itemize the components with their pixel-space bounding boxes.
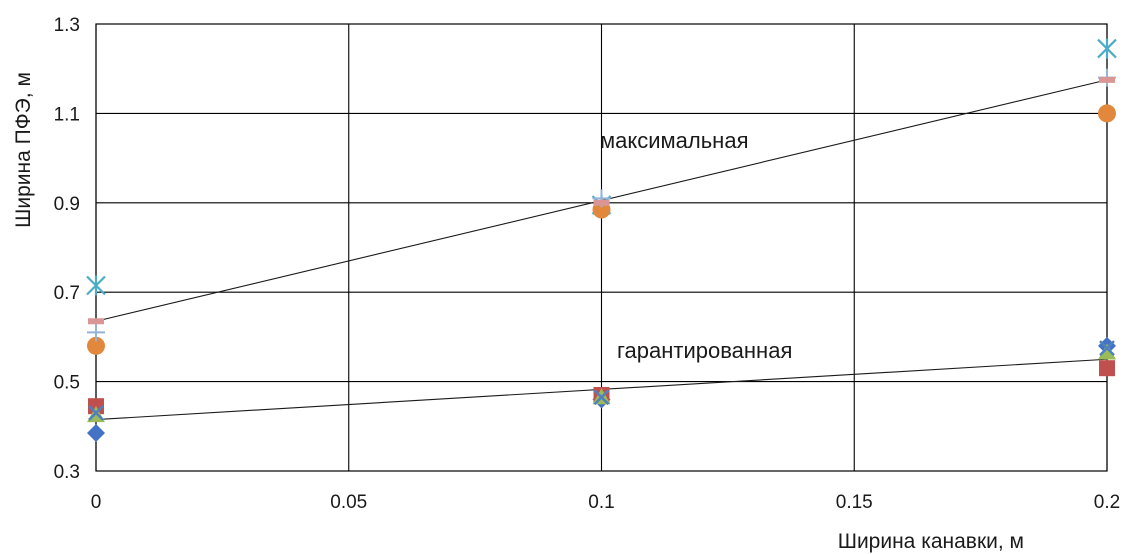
- data-point-plus: [87, 323, 105, 342]
- data-point-circle: [87, 336, 105, 355]
- data-point-star: [86, 275, 106, 296]
- data-point-dash: [593, 199, 610, 206]
- y-tick-label: 1.1: [54, 104, 80, 125]
- data-point-triangle: [1098, 343, 1116, 360]
- x-tick-label: 0.05: [330, 492, 367, 513]
- x-tick-label: 0.1: [588, 492, 614, 513]
- annotation-maximal: максимальная: [600, 128, 748, 153]
- data-point-star: [1097, 38, 1117, 59]
- data-point-circle: [1098, 104, 1116, 123]
- data-point-x: [593, 389, 610, 406]
- data-point-dash: [88, 318, 104, 325]
- data-point-dash: [1099, 76, 1115, 83]
- gridlines: [95, 23, 1108, 472]
- tick-labels: 0.3 0.5 0.7 0.9 1.1 1.3 0 0.05 0.1 0.15 0.2: [54, 15, 1121, 513]
- data-point-square: [1099, 360, 1115, 377]
- y-axis-title: Ширина ПФЭ, м: [12, 72, 35, 228]
- data-point-x: [88, 405, 104, 421]
- plot-frame: [95, 23, 1108, 472]
- data-point-diamond: [87, 424, 105, 443]
- y-tick-label: 1.3: [54, 15, 80, 36]
- x-tick-label: 0.2: [1094, 492, 1120, 513]
- y-tick-label: 0.5: [54, 373, 80, 394]
- annotation-guaranteed: гарантированная: [617, 338, 792, 363]
- y-tick-label: 0.7: [54, 283, 80, 304]
- data-point-x: [1099, 340, 1115, 356]
- x-axis-title: Ширина канавки, м: [838, 530, 1024, 553]
- y-tick-label: 0.3: [54, 462, 80, 483]
- x-tick-label: 0.15: [836, 492, 873, 513]
- data-markers: [86, 38, 1117, 443]
- y-tick-label: 0.9: [54, 194, 80, 215]
- x-tick-label: 0: [91, 492, 102, 513]
